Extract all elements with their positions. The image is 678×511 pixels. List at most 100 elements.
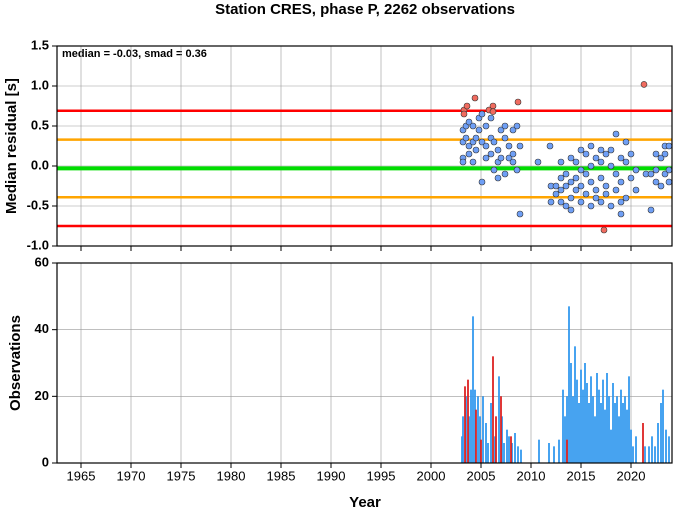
bar	[614, 403, 616, 463]
point	[607, 146, 615, 154]
point	[652, 150, 660, 158]
point	[513, 122, 521, 130]
bar	[594, 416, 596, 463]
y-tick-label: 0	[42, 454, 49, 469]
y-tick-label: 40	[35, 321, 49, 336]
point	[460, 110, 468, 118]
bar	[582, 389, 584, 463]
bar	[584, 363, 586, 463]
point	[552, 182, 560, 190]
point	[463, 102, 471, 110]
bar	[472, 316, 474, 463]
point	[617, 198, 625, 206]
bar	[485, 423, 487, 463]
point	[607, 202, 615, 210]
point	[617, 178, 625, 186]
bar	[620, 389, 622, 463]
x-tick-label: 1965	[67, 468, 96, 483]
bar	[562, 389, 564, 463]
plot-frame	[56, 45, 673, 247]
x-tick-label: 1995	[367, 468, 396, 483]
point	[497, 126, 505, 134]
y-tick-label: -1.0	[27, 237, 49, 252]
bar	[616, 396, 618, 463]
bar	[501, 416, 503, 463]
point	[478, 138, 486, 146]
bar	[510, 436, 512, 463]
point	[640, 81, 648, 88]
bar	[475, 409, 477, 463]
bar	[520, 449, 522, 463]
point	[514, 98, 522, 106]
bar	[479, 416, 481, 463]
x-tick-label: 1985	[267, 468, 296, 483]
point	[661, 170, 669, 178]
bar	[608, 396, 610, 463]
bar	[668, 436, 670, 463]
bar	[624, 396, 626, 463]
bar	[628, 376, 630, 463]
y-tick-label: 1.0	[31, 77, 49, 92]
x-tick-label: 2005	[467, 468, 496, 483]
bar	[606, 373, 608, 463]
point	[501, 134, 509, 142]
point	[577, 182, 585, 190]
bar	[500, 396, 502, 463]
bar	[612, 383, 614, 463]
x-tick-label: 2010	[517, 468, 546, 483]
point	[612, 170, 620, 178]
bar	[517, 446, 519, 463]
point	[622, 158, 630, 166]
point	[482, 142, 490, 150]
point	[612, 186, 620, 194]
point	[627, 174, 635, 182]
y-axis-label: Median residual [s]	[3, 78, 20, 214]
x-tick-label: 2000	[417, 468, 446, 483]
point	[600, 226, 608, 234]
point	[577, 146, 585, 154]
point	[501, 170, 509, 178]
point	[612, 130, 620, 138]
point	[509, 150, 517, 158]
point	[475, 126, 483, 134]
point	[592, 154, 600, 162]
point	[465, 118, 473, 126]
bar	[610, 429, 612, 463]
point	[607, 162, 615, 170]
bar	[578, 403, 580, 463]
point	[471, 94, 479, 102]
bar	[462, 416, 464, 463]
bar	[492, 356, 494, 463]
bar	[590, 376, 592, 463]
bar	[482, 396, 484, 463]
bar	[654, 446, 656, 463]
point	[487, 150, 495, 158]
point	[597, 174, 605, 182]
bar	[642, 423, 644, 463]
point	[459, 158, 467, 166]
bar	[467, 379, 469, 463]
y-tick-label: 0.0	[31, 157, 49, 172]
point	[547, 198, 555, 206]
point	[582, 190, 590, 198]
point	[617, 154, 625, 162]
y-axis-label: Observations	[7, 315, 24, 411]
x-tick-label: 1990	[317, 468, 346, 483]
point	[582, 150, 590, 158]
point	[647, 170, 655, 178]
chart-title: Station CRES, phase P, 2262 observations	[215, 1, 515, 18]
bar	[498, 376, 500, 463]
point	[572, 158, 580, 166]
bar	[494, 436, 496, 463]
point	[557, 158, 565, 166]
point	[546, 142, 554, 150]
point	[577, 166, 585, 174]
point	[602, 190, 610, 198]
point	[587, 178, 595, 186]
bar	[570, 363, 572, 463]
bar	[464, 386, 466, 463]
x-tick-label: 1980	[217, 468, 246, 483]
y-tick-label: -0.5	[27, 197, 49, 212]
bar	[495, 416, 497, 463]
